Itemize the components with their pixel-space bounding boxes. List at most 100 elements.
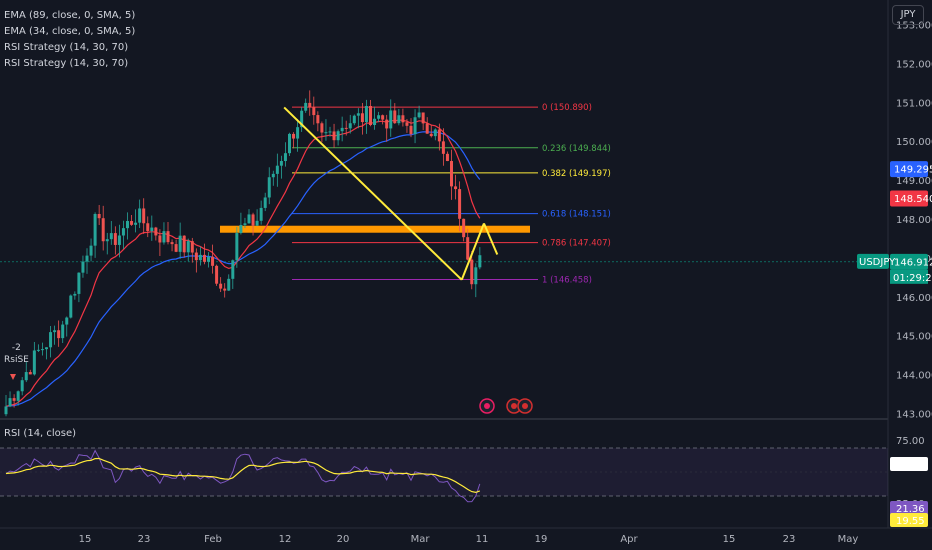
candle-body [170, 242, 174, 245]
candle-body [8, 398, 12, 407]
candle-body [40, 349, 44, 351]
candle-body [12, 398, 16, 401]
ema-lines [5, 119, 481, 407]
candle-body [146, 223, 150, 232]
fib-retracement: 0 (150.890) 0.236 (149.844) 0.382 (149.197… [220, 103, 611, 285]
candle-body [300, 110, 304, 128]
candle-body [215, 265, 219, 284]
candle-body [377, 115, 381, 119]
candle-body [283, 153, 287, 162]
candle-body [275, 165, 279, 174]
candle-body [445, 153, 449, 162]
fib-label: 0 (150.890) [542, 103, 592, 113]
candle-body [194, 252, 198, 261]
candle-body [255, 220, 259, 226]
candle-body [288, 133, 291, 154]
candle-body [352, 115, 356, 124]
time-tick: 15 [723, 534, 736, 545]
candle-body [182, 235, 186, 253]
candle-body [437, 129, 441, 142]
candle-body [219, 283, 223, 289]
rsi-signal-label: -2 RsiSE [4, 342, 29, 366]
candle-body [85, 255, 89, 262]
rsi-ma-line [5, 457, 481, 494]
rsi-tick: 75.00 [896, 436, 925, 447]
candle-body [158, 235, 162, 243]
rsi-tag-label: 19.55 [896, 516, 925, 527]
candle-body [369, 106, 372, 126]
legend-rsi-strategy-1[interactable]: RSI Strategy (14, 30, 70) [4, 42, 129, 53]
candle-body [138, 208, 142, 223]
price-tag [890, 190, 928, 207]
price-tag [890, 161, 928, 178]
candle-body [36, 349, 40, 351]
price-tick: 150.000 [896, 137, 932, 148]
currency-button[interactable]: JPY [892, 5, 924, 25]
candle-body [454, 186, 458, 190]
legend-ema89[interactable]: EMA (89, close, 0, SMA, 5) [4, 10, 136, 21]
price-tick: 148.000 [896, 215, 932, 226]
fib-label: 0.618 (148.151) [542, 210, 611, 220]
candle-body [81, 261, 85, 273]
candle-body [101, 218, 105, 242]
candle-body [113, 233, 117, 245]
rsi-tag [890, 457, 928, 471]
candle-body [53, 330, 57, 333]
candle-body [109, 233, 113, 240]
candle-body [166, 231, 170, 243]
candle-body [69, 295, 73, 318]
candle-body [458, 189, 462, 219]
candle-body [360, 113, 364, 123]
candle-body [417, 112, 421, 118]
time-tick: 23 [138, 534, 151, 545]
candle-body [150, 227, 154, 232]
candle-body [4, 406, 8, 415]
signal-count: -2 [11, 343, 21, 353]
price-tag-label: 148.540 [894, 194, 932, 205]
drawings [10, 106, 499, 380]
candle-body [61, 324, 65, 339]
candle-body [243, 223, 247, 225]
candle-body [89, 245, 93, 256]
candle-body [308, 102, 312, 108]
candle-body [235, 233, 239, 261]
price-tag-label: 149.295 [894, 165, 932, 176]
candle-body [259, 207, 263, 221]
candle-body [174, 244, 178, 252]
legend-rsi-strategy-2[interactable]: RSI Strategy (14, 30, 70) [4, 58, 129, 69]
candle-body [49, 332, 53, 348]
time-tick: 12 [279, 534, 292, 545]
candle-body [441, 141, 445, 154]
candle-body [202, 254, 206, 262]
candle-body [304, 102, 308, 111]
candle-body [279, 161, 283, 166]
candles [4, 90, 482, 417]
time-tick: 11 [476, 534, 489, 545]
candle-body [393, 110, 397, 124]
candle-body [425, 123, 429, 134]
candle-body [409, 125, 413, 135]
candle-body [77, 272, 81, 294]
candle-body [154, 227, 158, 236]
candle-body [316, 115, 320, 124]
candle-body [320, 123, 324, 133]
rsi-band [0, 448, 888, 496]
legend-ema34[interactable]: EMA (34, close, 0, SMA, 5) [4, 26, 136, 37]
rsi-title[interactable]: RSI (14, close) [4, 428, 77, 439]
candle-body [73, 293, 77, 296]
event-icons [479, 398, 533, 414]
candle-body [340, 127, 344, 132]
candle-body [470, 259, 474, 285]
price-tick: 153.000 [896, 21, 932, 32]
time-tick: May [838, 534, 859, 545]
rsi-tag [890, 513, 928, 527]
time-tick: Apr [620, 534, 638, 545]
candle-body [397, 115, 401, 124]
price-tick: 145.000 [896, 332, 932, 343]
time-tick: 20 [337, 534, 350, 545]
candle-body [231, 260, 235, 279]
time-tick: 15 [79, 534, 92, 545]
price-tick: 152.000 [896, 59, 932, 70]
price-tick: 149.000 [896, 176, 932, 187]
